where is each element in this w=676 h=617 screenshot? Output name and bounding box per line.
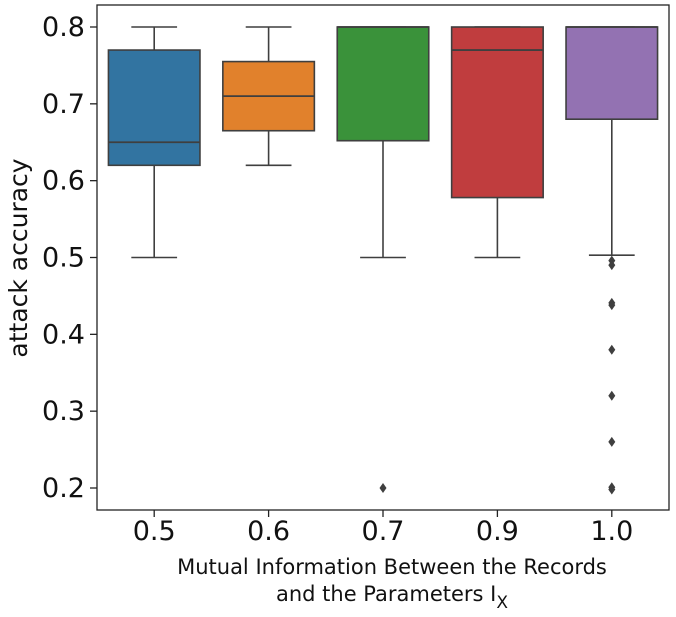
x-axis-label-line2: and the Parameters IX <box>276 582 508 613</box>
x-axis-label-line2-text: and the Parameters I <box>276 582 496 606</box>
y-tick-label: 0.3 <box>42 396 85 427</box>
outlier-point <box>608 260 616 271</box>
y-tick-label: 0.8 <box>42 12 85 43</box>
y-tick-label: 0.4 <box>42 319 85 350</box>
x-axis-label-line1: Mutual Information Between the Records <box>177 555 607 579</box>
outlier-point <box>608 300 616 311</box>
y-tick-label: 0.2 <box>42 473 85 504</box>
outlier-point <box>608 390 616 401</box>
outlier-point <box>608 344 616 355</box>
boxes-group <box>107 26 659 495</box>
x-tick-label: 0.6 <box>247 516 290 547</box>
y-tick-label: 0.7 <box>42 89 85 120</box>
x-axis-label-subscript: X <box>496 593 508 613</box>
box-0.5 <box>107 26 201 259</box>
x-axis: 0.5 0.6 0.7 0.9 1.0 <box>133 510 633 547</box>
box-0.7 <box>336 26 430 493</box>
x-tick-label: 1.0 <box>590 516 633 547</box>
x-tick-label: 0.5 <box>133 516 176 547</box>
outlier-point <box>608 484 616 495</box>
box-iqr <box>107 49 201 167</box>
y-tick-label: 0.5 <box>42 243 85 274</box>
y-axis: 0.2 0.3 0.4 0.5 0.6 0.7 0.8 <box>42 12 97 504</box>
box-iqr <box>565 26 659 120</box>
outlier-point <box>379 483 387 493</box>
x-tick-label: 0.9 <box>476 516 519 547</box>
y-axis-label: attack accuracy <box>4 158 33 357</box>
box-0.9 <box>450 26 544 259</box>
y-tick-label: 0.6 <box>42 166 85 197</box>
box-1.0 <box>565 26 659 495</box>
x-tick-label: 0.7 <box>362 516 405 547</box>
box-iqr <box>336 26 430 142</box>
outlier-point <box>608 436 616 447</box>
box-iqr <box>450 26 544 199</box>
box-0.6 <box>222 26 316 167</box>
